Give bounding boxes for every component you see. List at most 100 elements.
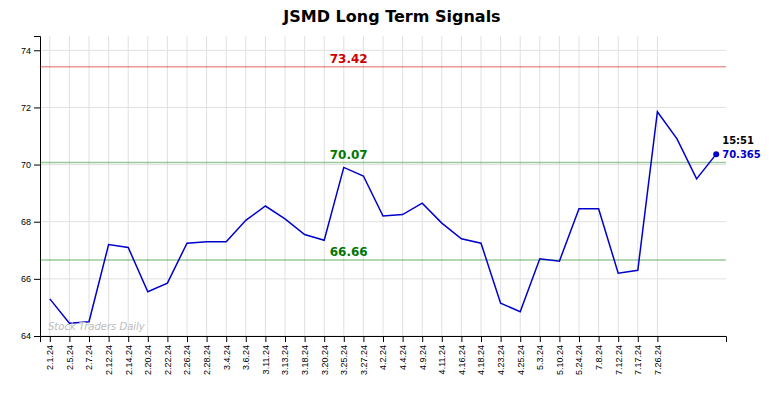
x-tick-label: 3.27.24: [359, 345, 369, 375]
x-tick: 5.10.24: [555, 336, 565, 375]
x-tick-mark: [69, 336, 70, 342]
grid-line: [520, 36, 521, 336]
grid-line: [69, 36, 70, 336]
x-tick-label: 7.8.24: [594, 345, 604, 370]
grid-line: [226, 36, 227, 336]
x-tick-label: 4.16.24: [457, 345, 467, 375]
x-tick: 3.25.24: [339, 336, 349, 375]
x-tick-label: 4.23.24: [496, 345, 506, 375]
x-tick-mark: [50, 336, 51, 342]
grid-line: [637, 36, 638, 336]
grid-line: [657, 36, 658, 336]
x-tick-label: 2.14.24: [124, 345, 134, 375]
x-tick-mark: [148, 336, 149, 342]
marks: [40, 67, 726, 323]
y-tick-label: 64: [21, 331, 31, 341]
x-tick-label: 2.5.24: [65, 345, 75, 370]
x-tick-mark: [226, 336, 227, 342]
x-tick: 4.23.24: [496, 336, 506, 375]
x-tick-label: 2.26.24: [182, 345, 192, 375]
x-tick-label: 2.1.24: [45, 345, 55, 370]
grid-line: [343, 36, 344, 336]
x-tick-label: 3.13.24: [280, 345, 290, 375]
grid-line: [108, 36, 109, 336]
x-tick-mark: [167, 336, 168, 342]
grid-line: [206, 36, 207, 336]
grid-line: [500, 36, 501, 336]
x-tick-mark: [363, 336, 364, 342]
grid-line: [598, 36, 599, 336]
x-tick-mark: [187, 336, 188, 342]
x-tick-mark: [344, 336, 345, 342]
grid-line: [285, 36, 286, 336]
title: JSMD Long Term Signals: [282, 7, 500, 26]
x-tick-label: 2.22.24: [163, 345, 173, 375]
y-tick-label: 74: [21, 46, 31, 56]
x-tick-label: 4.4.24: [398, 345, 408, 370]
grid-line: [128, 36, 129, 336]
y-axis: 646668707274: [21, 37, 41, 342]
x-tick: 7.12.24: [614, 336, 624, 375]
grid-line: [461, 36, 462, 336]
x-tick: 4.18.24: [476, 336, 486, 375]
x-tick: 4.4.24: [398, 336, 408, 370]
watermark: Stock Traders Daily: [48, 321, 146, 332]
x-tick: 2.12.24: [104, 336, 114, 375]
x-tick-mark: [599, 336, 600, 342]
grid-line: [481, 36, 482, 336]
grid-line: [324, 36, 325, 336]
x-tick-mark: [501, 336, 502, 342]
plot: 2.1.242.5.242.7.242.12.242.14.242.20.242…: [21, 36, 761, 375]
x-tick-label: 3.20.24: [320, 345, 330, 375]
x-tick-label: 7.17.24: [633, 345, 643, 375]
annotation: 15:51: [722, 135, 754, 146]
grid-line: [49, 36, 50, 336]
grid-line: [187, 36, 188, 336]
x-tick-label: 2.12.24: [104, 345, 114, 375]
x-tick: 4.25.24: [516, 336, 526, 375]
x-axis-line: [41, 337, 727, 343]
x-tick: 4.16.24: [457, 336, 467, 375]
x-axis: 2.1.242.5.242.7.242.12.242.14.242.20.242…: [41, 336, 727, 375]
y-tick: 72: [21, 103, 40, 113]
x-tick: 7.26.24: [653, 336, 663, 375]
x-tick-mark: [403, 336, 404, 342]
reference-line: [40, 259, 726, 261]
x-tick: 3.4.24: [222, 336, 232, 370]
grid-line: [89, 36, 90, 336]
x-tick: 3.6.24: [241, 336, 251, 370]
x-tick: 3.27.24: [359, 336, 369, 375]
x-tick: 3.11.24: [261, 336, 271, 374]
last-point: [713, 151, 719, 157]
grid-line: [402, 36, 403, 336]
x-tick: 2.5.24: [65, 336, 75, 370]
x-tick-mark: [481, 336, 482, 342]
x-tick: 2.14.24: [124, 336, 134, 375]
x-tick-mark: [540, 336, 541, 342]
last-value-label: 70.365: [722, 149, 761, 160]
y-tick: 74: [21, 46, 40, 56]
x-tick: 5.24.24: [574, 336, 584, 375]
x-tick-label: 5.10.24: [555, 345, 565, 375]
grid-line: [441, 36, 442, 336]
x-tick-label: 4.9.24: [418, 345, 428, 370]
y-tick-label: 66: [21, 274, 31, 284]
x-tick: 5.3.24: [535, 336, 545, 370]
x-tick-mark: [246, 336, 247, 342]
x-tick-mark: [324, 336, 325, 342]
reference-line: [40, 66, 726, 68]
y-tick-label: 68: [21, 217, 31, 227]
y-tick-mark: [34, 222, 40, 223]
x-tick-mark: [579, 336, 580, 342]
x-tick: 3.20.24: [320, 336, 330, 375]
reference-label: 73.42: [330, 52, 368, 66]
y-tick-mark: [34, 107, 40, 108]
x-tick-mark: [442, 336, 443, 342]
x-tick: 4.11.24: [437, 336, 447, 374]
grid-line: [363, 36, 364, 336]
x-tick-label: 4.2.24: [378, 345, 388, 370]
grid-line: [167, 36, 168, 336]
x-tick: 3.13.24: [280, 336, 290, 375]
reference-label: 70.07: [330, 148, 368, 162]
x-tick-label: 7.12.24: [614, 345, 624, 375]
